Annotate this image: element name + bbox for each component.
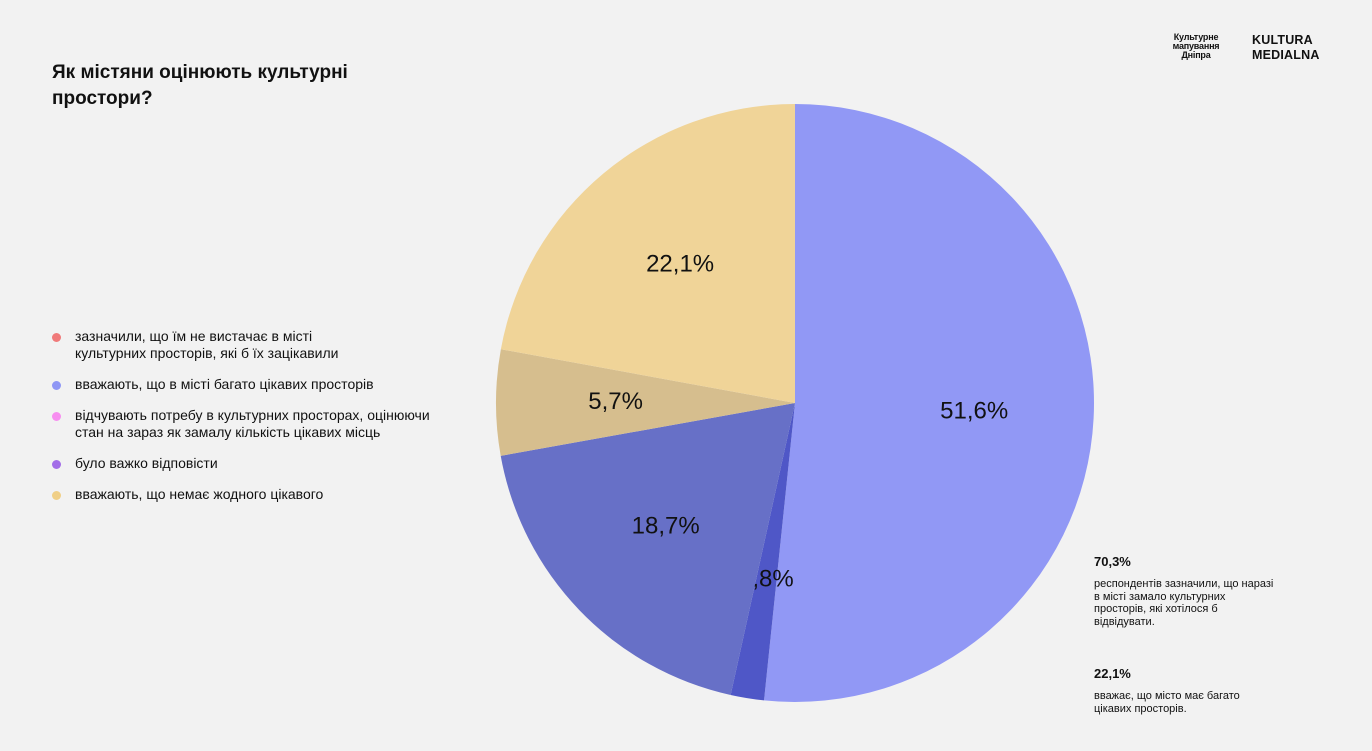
pie-slice xyxy=(764,104,1095,702)
legend-dot xyxy=(52,412,61,421)
pie-slice-label: 51,6% xyxy=(940,398,1008,425)
pie-slice-label: 22,1% xyxy=(646,251,714,278)
pie-slice xyxy=(730,403,795,701)
pie-slice-label: 5,7% xyxy=(588,388,643,415)
chart-legend: зазначили, що їм не вистачає в місті кул… xyxy=(52,328,472,517)
pie-slice xyxy=(500,104,795,403)
legend-dot xyxy=(52,491,61,500)
kultura-medialna-logo: KULTURA MEDIALNA xyxy=(1252,33,1320,62)
legend-label: вважають, що в місті багато цікавих прос… xyxy=(75,376,374,392)
pie-slice xyxy=(500,403,795,695)
stat-note: 70,3% респондентів зазначили, що наразі … xyxy=(1094,554,1304,628)
cultural-mapping-logo: Культурне мапування Дніпра xyxy=(1172,32,1220,60)
legend-dot xyxy=(52,333,61,342)
legend-item: вважають, що в місті багато цікавих прос… xyxy=(52,376,472,393)
legend-item: вважають, що немає жодного цікавого xyxy=(52,486,472,503)
brand-logos: Культурне мапування Дніпра KULTURA MEDIA… xyxy=(1168,33,1320,63)
legend-label: вважають, що немає жодного цікавого xyxy=(75,486,324,502)
pie-slice xyxy=(495,349,795,456)
legend-item: відчувають потребу в культурних простора… xyxy=(52,407,472,441)
pie-slice-label: 18,7% xyxy=(632,513,700,540)
legend-label: зазначили, що їм не вистачає в місті кул… xyxy=(75,328,339,361)
page-title: Як містяни оцінюють культурні простори? xyxy=(52,62,348,109)
stat-value: 22,1% xyxy=(1094,666,1131,681)
legend-dot xyxy=(52,381,61,390)
legend-item: зазначили, що їм не вистачає в місті кул… xyxy=(52,328,472,362)
legend-dot xyxy=(52,460,61,469)
stat-description: респондентів зазначили, що наразі в міст… xyxy=(1094,578,1274,628)
legend-label: було важко відповісти xyxy=(75,455,218,471)
stat-value: 70,3% xyxy=(1094,554,1131,569)
legend-label: відчувають потребу в культурних простора… xyxy=(75,407,430,440)
legend-item: було важко відповісти xyxy=(52,455,472,472)
stat-note: 22,1% вважає, що місто має багато цікави… xyxy=(1094,666,1304,715)
stat-description: вважає, що місто має багато цікавих прос… xyxy=(1094,690,1240,715)
